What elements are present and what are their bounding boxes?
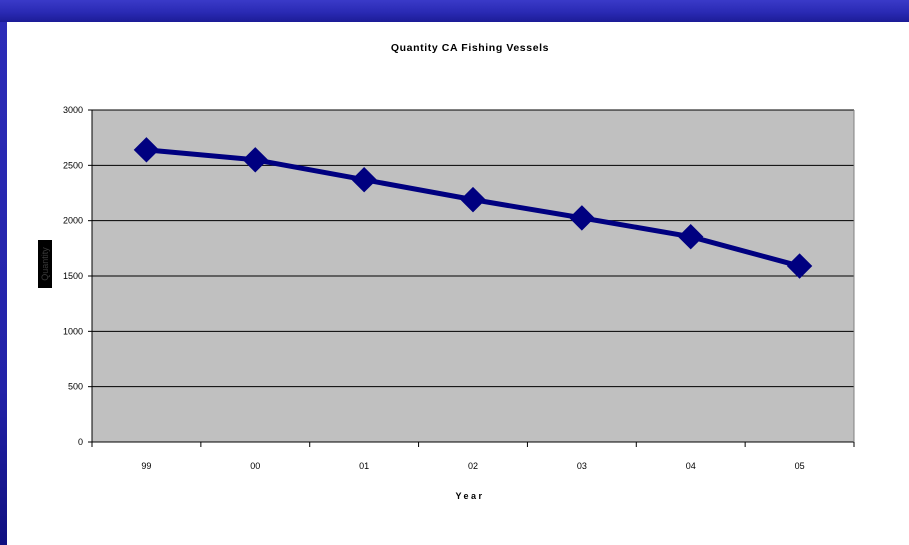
data-point-marker	[678, 224, 704, 250]
y-tick-label: 1500	[63, 271, 83, 281]
x-tick-labels: 99 00 01 02 03 04 05	[141, 461, 804, 471]
x-tick-label: 05	[795, 461, 805, 471]
data-point-marker	[351, 167, 377, 193]
data-point-marker	[133, 137, 160, 163]
data-point-marker	[786, 253, 813, 279]
y-axis-label: Quantity	[40, 247, 50, 281]
y-tick-labels: 0 500 1000 1500 2000 2500 3000	[63, 105, 83, 447]
data-series	[133, 137, 813, 279]
x-tick-label: 00	[250, 461, 260, 471]
x-axis-label: Year	[455, 491, 484, 501]
top-banner	[0, 0, 909, 22]
chart-title: Quantity CA Fishing Vessels	[391, 42, 549, 54]
y-tick-label: 2000	[63, 216, 83, 226]
gridlines	[92, 109, 854, 388]
axes	[88, 109, 855, 447]
data-point-marker	[569, 205, 595, 231]
y-tick-label: 500	[68, 382, 83, 392]
y-tick-label: 3000	[63, 105, 83, 115]
x-tick-label: 04	[686, 461, 696, 471]
y-tick-label: 0	[78, 437, 83, 447]
data-point-marker	[242, 147, 268, 173]
left-sidebar-band	[0, 22, 7, 545]
x-tick-label: 03	[577, 461, 587, 471]
y-tick-label: 1000	[63, 326, 83, 336]
x-tick-label: 01	[359, 461, 369, 471]
x-tick-label: 02	[468, 461, 478, 471]
data-point-marker	[460, 186, 486, 213]
y-axis-label-box: Quantity	[38, 240, 52, 288]
y-tick-label: 2500	[63, 160, 83, 170]
x-tick-label: 99	[141, 461, 151, 471]
